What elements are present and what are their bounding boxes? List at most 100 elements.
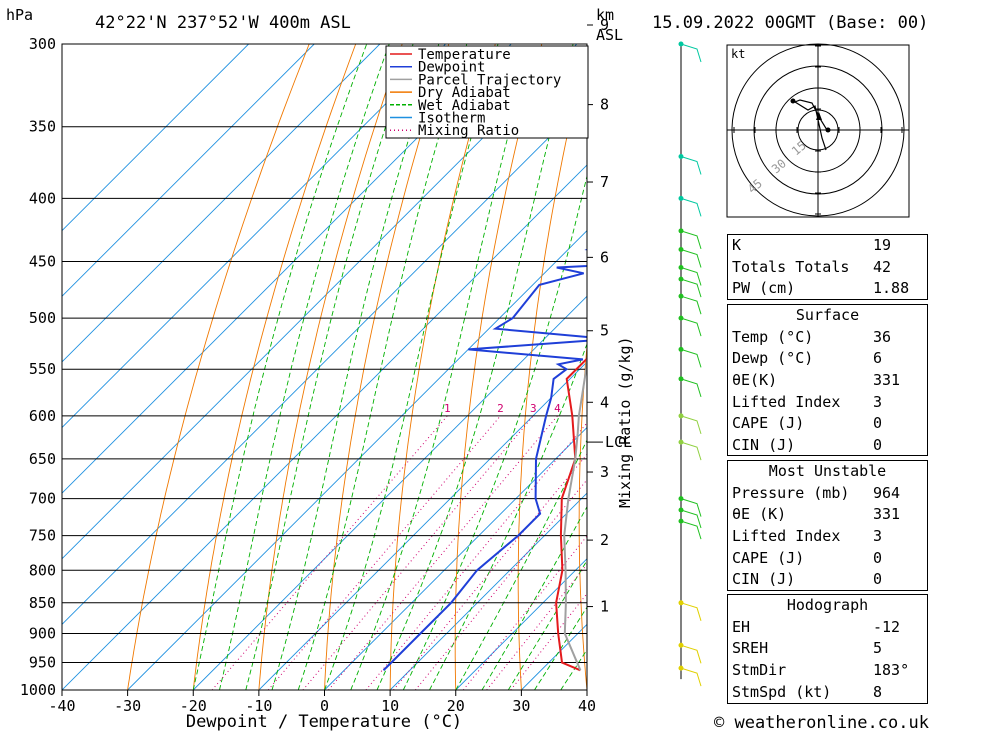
hodograph-units: kt	[731, 47, 745, 61]
isobars	[62, 43, 587, 691]
pressure-tick-label: 300	[29, 35, 56, 53]
legend-label: Mixing Ratio	[418, 123, 519, 139]
x-tick-label: -10	[245, 697, 272, 715]
x-tick-label: 30	[512, 697, 530, 715]
km-tick-label: 2	[600, 531, 609, 549]
asl-label: ASL	[596, 26, 623, 44]
dry-adiabat	[127, 44, 310, 690]
most-unstable-label: CIN (J)	[732, 570, 796, 589]
mixing-ratio-label: 2	[497, 402, 504, 415]
mixing-ratio-label: 4	[554, 402, 561, 415]
hodograph-rows: EH -12 SREH 5 StmDir 183° StmSpd (kt) 8	[728, 617, 927, 704]
legend-label: Parcel Trajectory	[418, 72, 561, 88]
km-tick-label: 3	[600, 463, 609, 481]
hodograph-point	[825, 127, 831, 133]
isotherm	[258, 361, 587, 690]
mixing-ratio-label: 6	[589, 402, 596, 415]
wind-barb	[680, 509, 702, 529]
hodograph-value: 5	[873, 639, 883, 658]
mixing-ratio-line	[267, 415, 501, 690]
hodograph-label: EH	[732, 617, 751, 636]
surface-value: 3	[873, 392, 883, 411]
surface-value: 0	[873, 436, 883, 455]
x-tick-label: -20	[180, 697, 207, 715]
location-title: 42°22'N 237°52'W 400m ASL	[95, 13, 351, 33]
index-label: K	[732, 236, 742, 254]
isotherm	[62, 44, 512, 494]
hodograph-value: -12	[873, 617, 901, 636]
most-unstable-row: CAPE (J) 0	[728, 548, 927, 570]
legend-box	[385, 45, 589, 139]
surface-label: CIN (J)	[732, 436, 796, 455]
legend-label: Dry Adiabat	[418, 85, 511, 101]
wet-adiabat	[429, 342, 587, 690]
km-tick-label: 8	[600, 96, 609, 114]
axes: 3003504004505005506006507007508008509009…	[20, 16, 632, 715]
wind-barb	[680, 156, 702, 175]
wind-dot	[678, 293, 684, 299]
index-row: K 19	[728, 235, 927, 257]
isotherm	[62, 44, 446, 429]
most-unstable-panel: Most Unstable Pressure (mb) 964 θE (K) 331 L…	[727, 460, 928, 591]
temperature-profile	[555, 356, 587, 672]
isotherm	[62, 44, 315, 297]
index-row: PW (cm) 1.88	[728, 278, 927, 300]
most-unstable-label: CAPE (J)	[732, 548, 805, 567]
wind-barb	[680, 667, 702, 687]
index-value: 1.88	[873, 279, 910, 298]
pressure-tick-label: 950	[29, 653, 56, 671]
wind-barb	[680, 644, 702, 664]
wind-profile	[678, 41, 702, 687]
parcel-trajectory-profile	[563, 351, 587, 671]
wet-adiabat	[271, 44, 440, 690]
surface-row: Dewp (°C) 6	[728, 348, 927, 370]
pressure-tick-label: 1000	[20, 681, 56, 699]
wind-barb	[680, 249, 702, 268]
surface-value: 0	[873, 414, 883, 433]
pressure-tick-label: 400	[29, 189, 56, 207]
wet-adiabat	[376, 44, 574, 690]
most-unstable-value: 0	[873, 570, 883, 589]
mixing-ratio-line	[365, 422, 587, 690]
indices-panel: K 19 Totals Totals 42 PW (cm) 1.88	[727, 234, 928, 300]
most-unstable-row: CIN (J) 0	[728, 569, 927, 591]
surface-label: Temp (°C)	[732, 327, 814, 346]
wind-barb	[680, 317, 702, 337]
surface-label: Lifted Index	[732, 392, 841, 411]
wind-barb	[680, 498, 702, 517]
most-unstable-row: θE (K) 331	[728, 504, 927, 526]
pressure-tick-label: 700	[29, 490, 56, 508]
hodograph-panel: Hodograph EH -12 SREH 5 StmDir 183° StmSpd (kt…	[727, 594, 928, 704]
mixing-ratio-label: 1	[444, 402, 451, 415]
hodograph-label: StmSpd (kt)	[732, 682, 832, 701]
legend-label: Temperature	[418, 47, 511, 63]
most-unstable-row: Lifted Index 3	[728, 526, 927, 548]
wet-adiabat	[350, 44, 534, 690]
surface-label: CAPE (J)	[732, 414, 805, 433]
surface-row: CIN (J) 0	[728, 435, 927, 457]
pressure-tick-label: 800	[29, 561, 56, 579]
pressure-tick-label: 650	[29, 450, 56, 468]
dry-adiabat	[638, 44, 681, 690]
km-label: km	[596, 6, 614, 24]
wet-adiabat	[455, 439, 587, 690]
mixing-ratio-label: 20	[700, 402, 713, 415]
hodograph-value: 8	[873, 682, 883, 701]
footer-credit: © weatheronline.co.uk	[714, 713, 929, 733]
isotherm	[455, 558, 587, 690]
x-tick-label: 40	[578, 697, 596, 715]
mixing-ratio-label: 10	[633, 402, 646, 415]
wind-barb	[680, 378, 702, 398]
legend-label: Isotherm	[418, 111, 485, 127]
indices-rows: K 19 Totals Totals 42 PW (cm) 1.88	[728, 235, 927, 300]
x-tick-label: 20	[447, 697, 465, 715]
isotherm	[62, 164, 587, 690]
wind-dot	[678, 376, 684, 382]
wind-barb	[680, 348, 702, 368]
x-tick-label: -40	[48, 697, 75, 715]
wind-dot	[678, 600, 684, 606]
wind-barb	[680, 415, 702, 435]
hodograph-row: StmSpd (kt) 8	[728, 682, 927, 704]
